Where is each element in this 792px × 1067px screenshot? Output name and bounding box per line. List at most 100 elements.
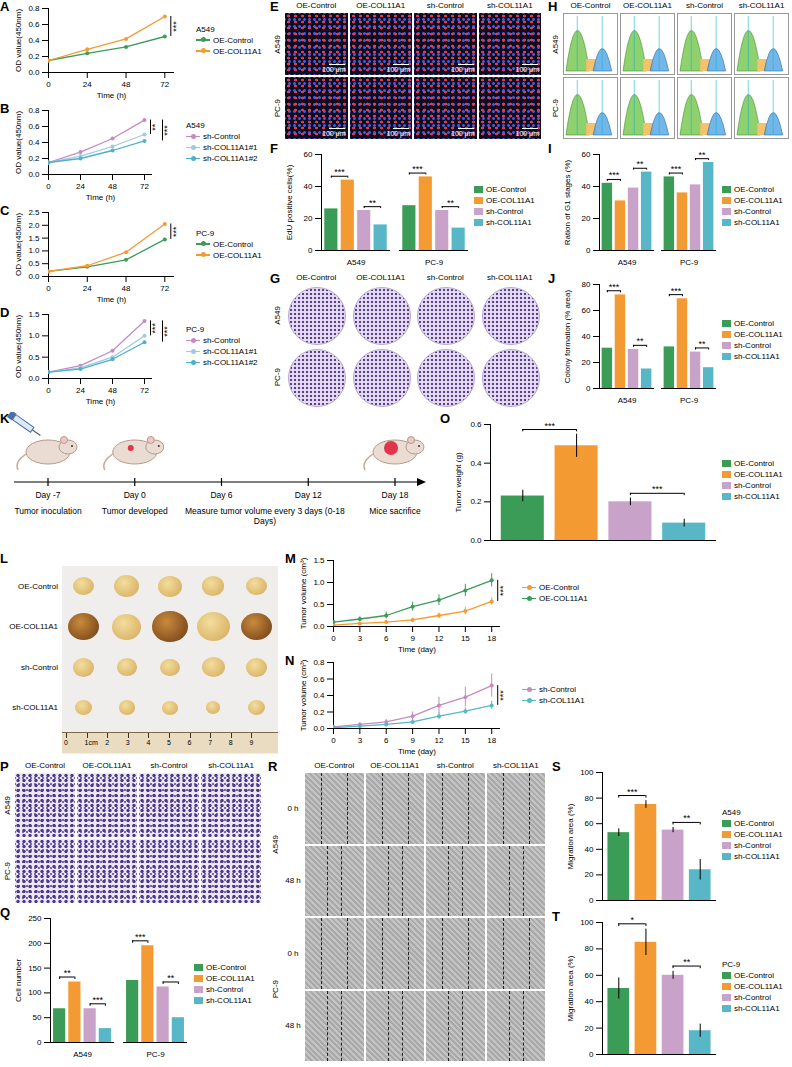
svg-text:0.8: 0.8 <box>313 658 325 667</box>
svg-text:***: *** <box>92 995 103 1005</box>
svg-text:24: 24 <box>83 80 92 89</box>
svg-text:Cell number: Cell number <box>14 959 23 1002</box>
svg-text:Migration area (%): Migration area (%) <box>566 803 575 869</box>
svg-text:6: 6 <box>384 634 389 643</box>
svg-text:0.4: 0.4 <box>470 459 482 468</box>
svg-text:Time (h): Time (h) <box>97 91 127 100</box>
svg-text:40: 40 <box>304 182 313 191</box>
svg-text:**: ** <box>699 339 707 349</box>
svg-text:OD value(450nm): OD value(450nm) <box>14 315 23 378</box>
svg-text:0.2: 0.2 <box>470 497 482 506</box>
svg-text:***: *** <box>544 421 555 431</box>
svg-text:60: 60 <box>582 150 591 159</box>
svg-text:**: ** <box>64 968 72 978</box>
svg-text:OD value(450nm): OD value(450nm) <box>14 9 23 72</box>
svg-text:Time (day): Time (day) <box>398 747 436 756</box>
svg-text:0.2: 0.2 <box>313 708 325 717</box>
svg-text:1.0: 1.0 <box>313 578 325 587</box>
svg-text:***: *** <box>412 164 423 174</box>
svg-text:***: *** <box>135 932 146 942</box>
svg-text:50: 50 <box>33 1013 42 1022</box>
svg-text:40: 40 <box>585 997 594 1006</box>
svg-text:60: 60 <box>585 819 594 828</box>
svg-text:150: 150 <box>28 964 42 973</box>
svg-text:100: 100 <box>28 988 42 997</box>
svg-text:1.5: 1.5 <box>28 310 40 319</box>
svg-text:0: 0 <box>331 634 336 643</box>
svg-text:PC-9: PC-9 <box>680 396 699 405</box>
svg-text:100: 100 <box>580 768 594 777</box>
svg-text:***: *** <box>671 286 682 296</box>
svg-text:0.2: 0.2 <box>28 52 40 61</box>
svg-text:0.6: 0.6 <box>470 420 482 429</box>
svg-text:**: ** <box>637 159 645 169</box>
svg-text:2.0: 2.0 <box>28 221 40 230</box>
svg-text:Tumor volume (cm³): Tumor volume (cm³) <box>299 659 308 731</box>
svg-text:250: 250 <box>28 914 42 923</box>
svg-text:***: *** <box>671 164 682 174</box>
svg-text:0.8: 0.8 <box>28 106 40 115</box>
svg-text:0.4: 0.4 <box>28 36 40 45</box>
svg-text:0.4: 0.4 <box>313 691 325 700</box>
svg-text:2.5: 2.5 <box>28 208 40 217</box>
svg-text:0: 0 <box>586 246 591 255</box>
svg-text:***: *** <box>150 323 160 334</box>
svg-text:**: ** <box>447 198 455 208</box>
svg-text:40: 40 <box>582 332 591 341</box>
svg-text:Tumor volume (cm³): Tumor volume (cm³) <box>299 557 308 629</box>
svg-text:20: 20 <box>585 870 594 879</box>
svg-text:A549: A549 <box>618 258 637 267</box>
svg-text:1.5: 1.5 <box>28 234 40 243</box>
svg-text:0.6: 0.6 <box>28 20 40 29</box>
svg-text:15: 15 <box>461 634 470 643</box>
svg-text:***: *** <box>162 326 172 337</box>
svg-text:1.0: 1.0 <box>28 246 40 255</box>
svg-text:3: 3 <box>358 634 363 643</box>
svg-text:0: 0 <box>37 1038 42 1047</box>
svg-text:0.0: 0.0 <box>28 374 40 383</box>
svg-text:***: *** <box>171 226 181 237</box>
svg-text:9: 9 <box>410 736 415 745</box>
svg-text:Time (day): Time (day) <box>398 645 436 654</box>
svg-text:0.6: 0.6 <box>28 122 40 131</box>
svg-text:A549: A549 <box>618 396 637 405</box>
svg-text:***: *** <box>652 484 663 494</box>
svg-text:0.0: 0.0 <box>313 724 325 733</box>
svg-text:24: 24 <box>76 386 85 395</box>
svg-text:72: 72 <box>160 80 169 89</box>
svg-text:***: *** <box>609 170 620 180</box>
svg-text:0: 0 <box>46 386 51 395</box>
svg-text:0.0: 0.0 <box>28 272 40 281</box>
svg-text:**: ** <box>369 198 377 208</box>
svg-text:EdU positive cells(%): EdU positive cells(%) <box>285 164 294 240</box>
svg-text:72: 72 <box>160 284 169 293</box>
svg-text:0.4: 0.4 <box>28 138 40 147</box>
svg-text:24: 24 <box>83 284 92 293</box>
svg-text:0: 0 <box>308 246 313 255</box>
svg-text:Time (h): Time (h) <box>97 295 127 304</box>
svg-text:Migration area (%): Migration area (%) <box>566 955 575 1021</box>
svg-text:12: 12 <box>435 634 444 643</box>
svg-text:Time (h): Time (h) <box>86 193 116 202</box>
svg-text:12: 12 <box>435 736 444 745</box>
svg-text:1.5: 1.5 <box>313 556 325 565</box>
svg-text:0: 0 <box>46 182 51 191</box>
svg-text:*: * <box>631 915 635 925</box>
svg-text:200: 200 <box>28 939 42 948</box>
svg-text:0.0: 0.0 <box>28 170 40 179</box>
svg-text:100: 100 <box>580 918 594 927</box>
svg-text:15: 15 <box>461 736 470 745</box>
svg-text:**: ** <box>637 336 645 346</box>
svg-text:**: ** <box>150 123 160 131</box>
svg-text:0.6: 0.6 <box>313 675 325 684</box>
svg-text:48: 48 <box>108 386 117 395</box>
svg-text:18: 18 <box>487 736 496 745</box>
svg-text:PC-9: PC-9 <box>680 258 699 267</box>
svg-text:3: 3 <box>358 736 363 745</box>
svg-text:***: *** <box>609 282 620 292</box>
svg-text:0.2: 0.2 <box>28 154 40 163</box>
svg-text:***: *** <box>498 690 508 701</box>
svg-text:60: 60 <box>304 150 313 159</box>
svg-text:**: ** <box>683 813 691 823</box>
svg-text:0: 0 <box>331 736 336 745</box>
